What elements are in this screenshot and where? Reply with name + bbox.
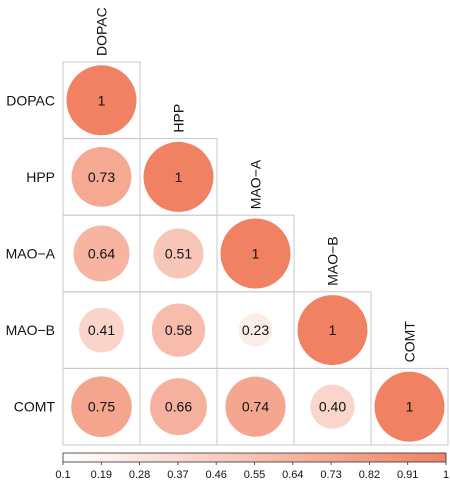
correlation-circle-4-3 (310, 384, 355, 429)
colorbar-tick-label-8: 0.82 (359, 469, 380, 481)
correlation-value-3-3: 1 (329, 322, 337, 338)
correlation-circle-4-0 (71, 376, 132, 438)
row-label-2: MAO−A (6, 246, 56, 262)
correlation-value-2-1: 0.51 (165, 246, 192, 262)
correlation-circle-3-2 (238, 313, 273, 347)
colorbar-tick-label-1: 0.19 (91, 469, 112, 481)
column-label-3: MAO−B (325, 236, 341, 285)
correlation-value-4-3: 0.40 (319, 399, 346, 415)
row-label-3: MAO−B (6, 322, 55, 338)
correlation-circle-4-4 (374, 371, 445, 442)
colorbar-tick-label-0: 0.1 (55, 469, 70, 481)
correlation-circle-2-1 (153, 228, 204, 279)
colorbar-tick-label-10: 1 (443, 469, 449, 481)
correlation-value-3-2: 0.23 (242, 322, 269, 338)
colorbar-tick-label-6: 0.64 (282, 469, 303, 481)
row-label-4: COMT (14, 399, 56, 415)
correlation-value-4-4: 1 (406, 399, 414, 415)
correlation-value-2-0: 0.64 (88, 246, 115, 262)
colorbar-gradient (62, 452, 447, 463)
correlation-value-4-2: 0.74 (242, 399, 269, 415)
correlation-circle-3-1 (151, 303, 206, 357)
column-label-1: HPP (171, 104, 187, 133)
column-label-2: MAO−A (248, 159, 264, 209)
column-label-4: COMT (402, 321, 418, 363)
correlation-value-3-1: 0.58 (165, 322, 192, 338)
correlation-value-3-0: 0.41 (88, 322, 115, 338)
grid-cell-4-4 (370, 367, 449, 446)
correlation-circle-4-1 (150, 378, 207, 436)
correlation-value-4-0: 0.75 (88, 399, 115, 415)
colorbar-tick-label-5: 0.55 (244, 469, 265, 481)
correlation-circle-3-0 (79, 307, 124, 353)
correlation-circle-2-0 (73, 225, 130, 282)
colorbar-tick-label-2: 0.28 (129, 469, 150, 481)
value-labels: 1 0.73 1 0.64 0.51 1 0.41 0.58 0.23 1 0.75 0.66 0.74… (88, 92, 414, 414)
row-labels: DOPAC HPP MAO−A MAO−B COMT (6, 92, 56, 414)
correlation-circle-0-0 (66, 65, 137, 136)
grid-cells (62, 61, 449, 446)
colorbar-tick-label-7: 0.73 (320, 469, 341, 481)
correlation-value-1-0: 0.73 (88, 169, 115, 185)
colorbar-tick-label-9: 0.91 (397, 469, 418, 481)
correlation-circle-3-3 (297, 295, 368, 366)
correlation-value-0-0: 1 (98, 92, 106, 108)
column-labels: DOPAC HPP MAO−A MAO−B COMT (94, 7, 418, 362)
correlation-value-4-1: 0.66 (165, 399, 192, 415)
row-label-1: HPP (26, 169, 55, 185)
correlation-circle-4-2 (225, 376, 286, 437)
colorbar: 0.1 0.19 0.28 0.37 0.46 0.55 0.64 0.73 0.82 0.91 1 (55, 452, 449, 481)
correlation-circle-1-0 (71, 146, 132, 207)
correlation-circle-2-2 (220, 218, 291, 289)
correlation-circles (66, 65, 445, 442)
correlation-circle-1-1 (143, 141, 214, 212)
correlation-value-2-2: 1 (252, 246, 260, 262)
row-label-0: DOPAC (6, 92, 55, 108)
colorbar-tick-label-4: 0.46 (205, 469, 226, 481)
correlation-value-1-1: 1 (175, 169, 183, 185)
column-label-0: DOPAC (94, 7, 110, 56)
colorbar-tick-label-3: 0.37 (167, 469, 188, 481)
